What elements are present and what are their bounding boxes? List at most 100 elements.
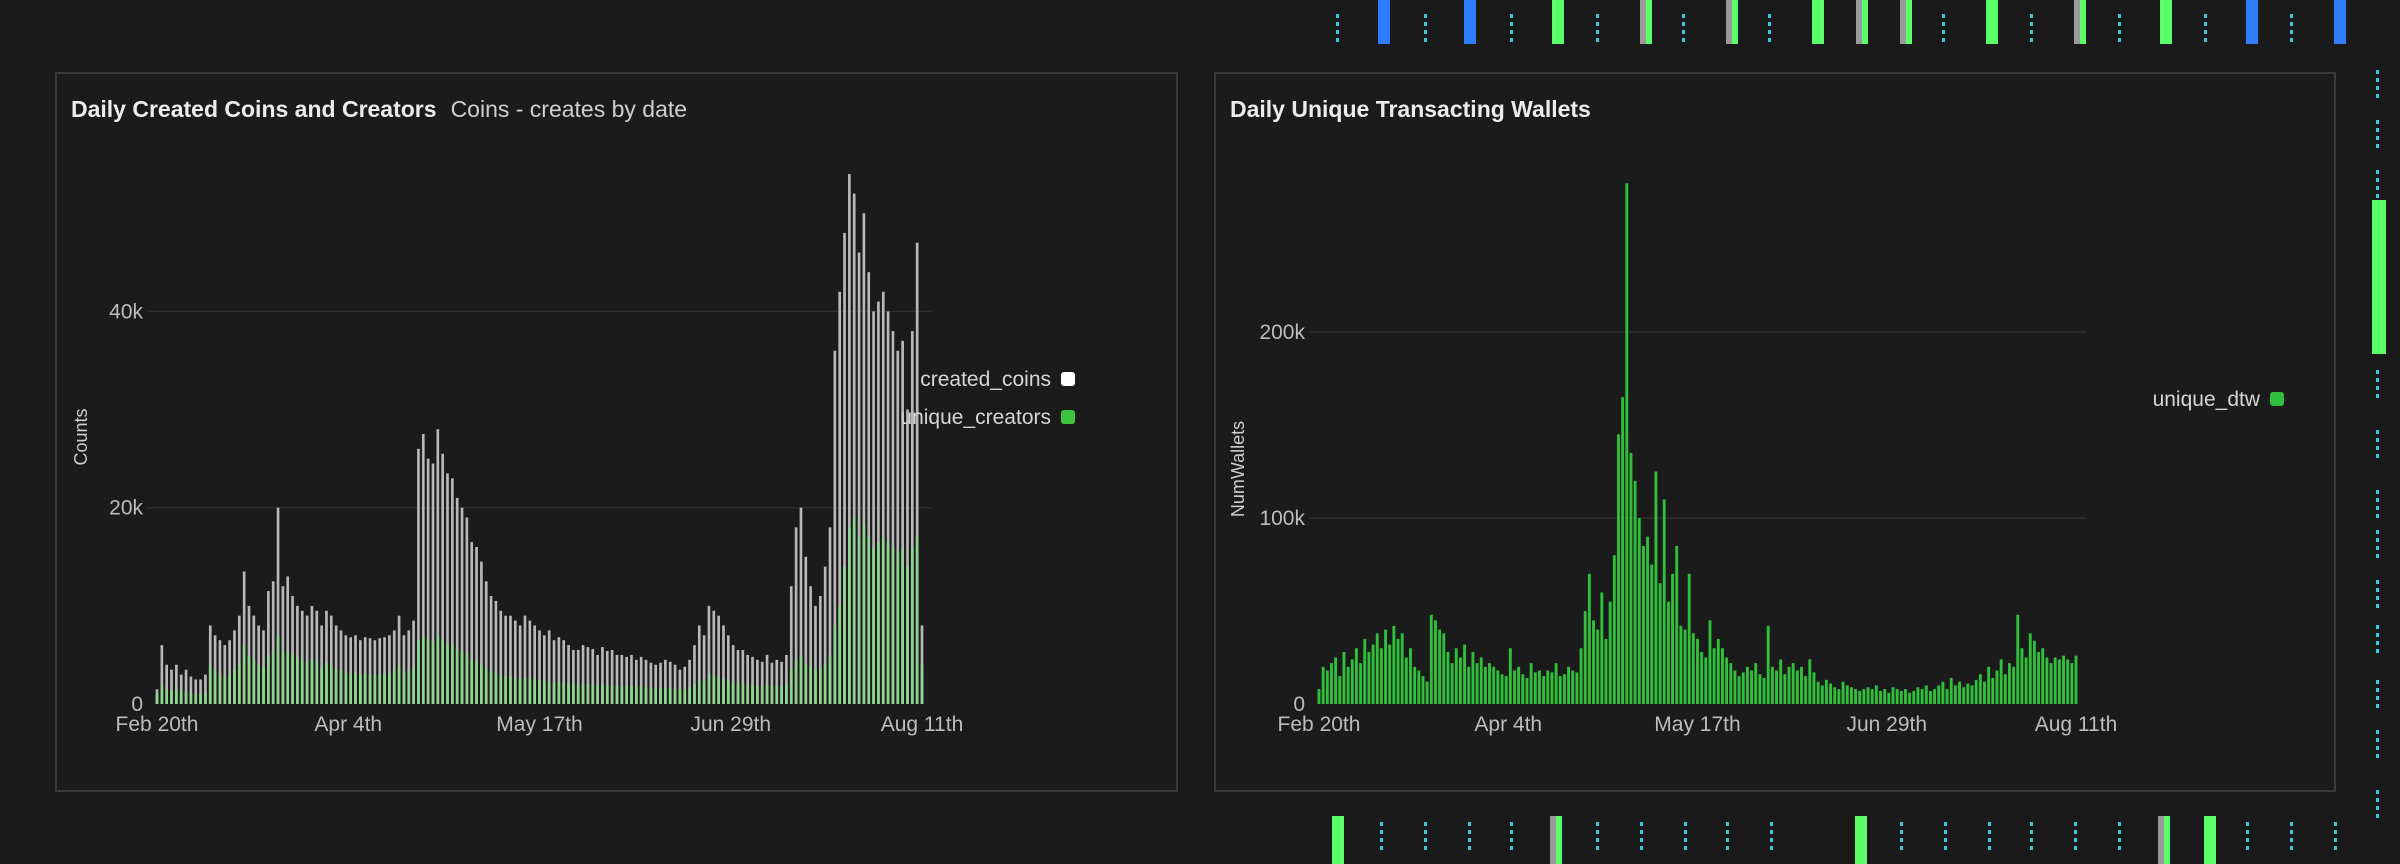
bar-unique_dtw[interactable]	[1862, 689, 1866, 704]
bar-created_coins[interactable]	[547, 630, 551, 704]
bar-created_coins[interactable]	[804, 556, 808, 704]
bar-unique_creators[interactable]	[630, 685, 633, 704]
bar-created_coins[interactable]	[760, 661, 764, 704]
bar-unique_creators[interactable]	[310, 658, 314, 704]
bar-unique_dtw[interactable]	[1899, 690, 1903, 704]
bar-unique_creators[interactable]	[552, 682, 556, 704]
bar-unique_creators[interactable]	[765, 684, 769, 704]
bar-unique_dtw[interactable]	[1725, 657, 1729, 704]
bar-created_coins[interactable]	[765, 654, 769, 704]
bar-unique_creators[interactable]	[843, 566, 846, 704]
bar-unique_creators[interactable]	[523, 677, 527, 705]
bar-unique_dtw[interactable]	[1604, 638, 1608, 704]
bar-created_coins[interactable]	[359, 640, 362, 704]
bar-unique_dtw[interactable]	[1666, 601, 1670, 704]
bar-unique_creators[interactable]	[910, 546, 914, 704]
bar-unique_dtw[interactable]	[1621, 397, 1625, 704]
bar-unique_creators[interactable]	[175, 689, 178, 704]
bar-unique_dtw[interactable]	[1446, 651, 1450, 704]
bar-unique_creators[interactable]	[736, 683, 740, 704]
bar-unique_dtw[interactable]	[1870, 689, 1874, 704]
legend-label-created_coins[interactable]: created_coins	[920, 368, 1051, 391]
bar-unique_dtw[interactable]	[1916, 687, 1920, 704]
bar-unique_creators[interactable]	[581, 683, 585, 704]
bar-unique_dtw[interactable]	[1978, 674, 1982, 704]
bar-unique_creators[interactable]	[252, 659, 256, 704]
bar-unique_dtw[interactable]	[1409, 648, 1412, 704]
bar-unique_dtw[interactable]	[1454, 648, 1458, 704]
bar-unique_creators[interactable]	[596, 685, 599, 704]
bar-unique_creators[interactable]	[872, 546, 875, 704]
bar-unique_dtw[interactable]	[1321, 666, 1325, 704]
bar-unique_dtw[interactable]	[1887, 692, 1891, 704]
bar-unique_creators[interactable]	[576, 684, 580, 704]
bar-unique_creators[interactable]	[920, 664, 924, 704]
bar-unique_dtw[interactable]	[2024, 657, 2028, 704]
bar-unique_creators[interactable]	[378, 674, 382, 704]
bar-unique_dtw[interactable]	[1537, 670, 1541, 704]
bar-unique_creators[interactable]	[233, 669, 236, 704]
bar-unique_dtw[interactable]	[1488, 663, 1491, 704]
bar-unique_dtw[interactable]	[1429, 614, 1433, 704]
bar-unique_creators[interactable]	[194, 694, 198, 704]
bar-created_coins[interactable]	[373, 640, 377, 704]
bar-unique_dtw[interactable]	[1721, 648, 1724, 704]
bar-unique_dtw[interactable]	[1567, 666, 1571, 704]
bar-created_coins[interactable]	[727, 635, 730, 704]
bar-unique_dtw[interactable]	[1646, 536, 1650, 704]
bar-created_coins[interactable]	[349, 637, 352, 704]
bar-created_coins[interactable]	[378, 638, 382, 704]
bar-created_coins[interactable]	[649, 662, 653, 704]
bar-unique_dtw[interactable]	[1783, 674, 1787, 704]
bar-unique_dtw[interactable]	[1671, 573, 1674, 704]
bar-unique_dtw[interactable]	[1346, 666, 1350, 704]
bar-unique_creators[interactable]	[518, 679, 522, 704]
bar-unique_dtw[interactable]	[1504, 676, 1508, 704]
bar-unique_dtw[interactable]	[1592, 620, 1595, 704]
bar-unique_dtw[interactable]	[1458, 657, 1462, 704]
bar-unique_creators[interactable]	[484, 668, 488, 704]
bar-unique_dtw[interactable]	[1521, 674, 1525, 704]
bar-created_coins[interactable]	[165, 664, 169, 704]
bar-unique_dtw[interactable]	[2057, 659, 2061, 704]
bar-created_coins[interactable]	[717, 615, 720, 704]
bar-created_coins[interactable]	[872, 311, 875, 704]
bar-unique_dtw[interactable]	[1849, 687, 1853, 704]
bar-unique_creators[interactable]	[305, 662, 309, 704]
bar-created_coins[interactable]	[901, 340, 904, 704]
bar-unique_creators[interactable]	[344, 672, 348, 704]
bar-created_coins[interactable]	[731, 645, 735, 704]
bar-unique_dtw[interactable]	[1342, 651, 1346, 704]
bar-unique_dtw[interactable]	[1612, 555, 1616, 704]
bar-created_coins[interactable]	[833, 350, 837, 704]
bar-unique_dtw[interactable]	[1729, 663, 1733, 704]
bar-unique_creators[interactable]	[170, 690, 173, 704]
bar-unique_creators[interactable]	[354, 672, 357, 704]
bar-unique_dtw[interactable]	[2049, 663, 2053, 704]
bar-created_coins[interactable]	[552, 640, 556, 704]
bar-created_coins[interactable]	[886, 311, 890, 704]
bar-unique_creators[interactable]	[654, 688, 658, 704]
bar-created_coins[interactable]	[233, 630, 236, 704]
legend-label-unique_creators[interactable]: unique_creators	[900, 406, 1051, 429]
bar-unique_dtw[interactable]	[1587, 573, 1591, 704]
bar-created_coins[interactable]	[179, 674, 183, 704]
bar-unique_dtw[interactable]	[1812, 672, 1816, 704]
bar-unique_creators[interactable]	[785, 684, 788, 704]
bar-unique_creators[interactable]	[828, 654, 832, 704]
bar-unique_dtw[interactable]	[2045, 657, 2049, 704]
bar-created_coins[interactable]	[794, 527, 798, 704]
bar-unique_dtw[interactable]	[1970, 685, 1974, 704]
bar-unique_creators[interactable]	[513, 678, 517, 704]
bar-created_coins[interactable]	[344, 635, 348, 704]
bar-unique_dtw[interactable]	[1904, 689, 1907, 704]
bar-created_coins[interactable]	[426, 458, 430, 704]
bar-unique_creators[interactable]	[465, 652, 469, 704]
bar-created_coins[interactable]	[407, 630, 411, 704]
bar-created_coins[interactable]	[267, 591, 270, 704]
bar-unique_creators[interactable]	[659, 687, 662, 704]
bar-created_coins[interactable]	[368, 638, 372, 704]
bar-created_coins[interactable]	[596, 654, 599, 704]
bar-created_coins[interactable]	[891, 331, 895, 704]
bar-unique_dtw[interactable]	[1762, 677, 1766, 704]
